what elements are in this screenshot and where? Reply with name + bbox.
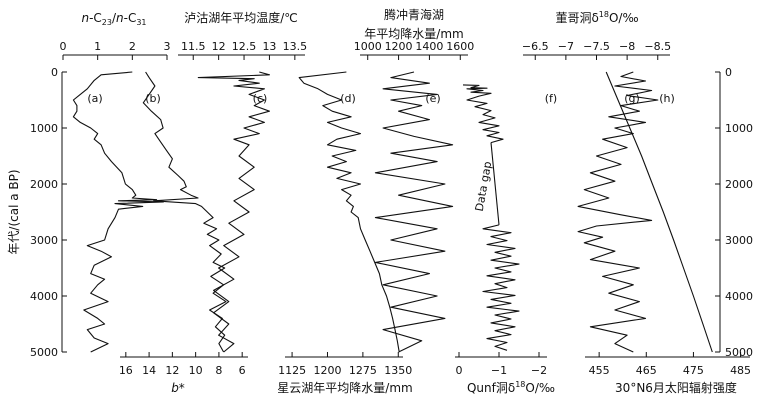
panel-b-tick-label: 6 bbox=[239, 364, 246, 377]
panel-b-tick-label: 8 bbox=[215, 364, 222, 377]
panel-b-title: b* bbox=[171, 381, 185, 395]
panel-g-tick-label: −7 bbox=[558, 40, 574, 53]
panel-e-title-line1: 腾冲青海湖 bbox=[384, 7, 444, 22]
panel-c-tick-label: 12 bbox=[212, 40, 226, 53]
panel-g-tick-label: −7.5 bbox=[583, 40, 610, 53]
panel-a-tick-label: 3 bbox=[164, 40, 171, 53]
panel-d-marker: (d) bbox=[340, 92, 356, 105]
panel-b-tick-label: 12 bbox=[165, 364, 179, 377]
panel-d-tick-label: 1275 bbox=[349, 364, 377, 377]
panel-h-tick-label: 455 bbox=[589, 364, 610, 377]
y-axis-right-tick-label: 0 bbox=[725, 66, 732, 79]
panel-g-marker: (g) bbox=[624, 92, 640, 105]
panel-a-tick-label: 0 bbox=[60, 40, 67, 53]
panel-d-title: 星云湖年平均降水量/mm bbox=[277, 380, 412, 395]
y-axis-left-tick-label: 5000 bbox=[30, 346, 58, 359]
panel-a-title: n-C23/n-C31 bbox=[81, 11, 146, 27]
panel-d-tick-label: 1200 bbox=[313, 364, 341, 377]
panel-h-tick-label: 475 bbox=[683, 364, 704, 377]
panel-c-series-line bbox=[197, 71, 270, 353]
panel-e-tick-label: 1200 bbox=[385, 40, 413, 53]
y-axis-right-tick-label: 4000 bbox=[725, 290, 753, 303]
panel-e-series-line bbox=[374, 71, 454, 353]
panel-f-marker: (f) bbox=[545, 92, 557, 105]
panel-c-tick-label: 13 bbox=[262, 40, 276, 53]
y-axis-left-tick-label: 1000 bbox=[30, 122, 58, 135]
y-axis-left-tick-label: 3000 bbox=[30, 234, 58, 247]
panel-g-series-line bbox=[577, 71, 659, 353]
panel-e-tick-label: 1400 bbox=[415, 40, 443, 53]
panel-f-gap-connector bbox=[490, 142, 500, 225]
panel-h-tick-label: 465 bbox=[636, 364, 657, 377]
panel-a-tick-label: 2 bbox=[129, 40, 136, 53]
panel-d-tick-label: 1125 bbox=[278, 364, 306, 377]
y-axis-title: 年代/(cal a BP) bbox=[7, 169, 21, 254]
panel-d-series-line bbox=[298, 71, 400, 353]
panel-f-title: Qunf洞δ18O/‰ bbox=[467, 380, 555, 395]
y-axis-right-tick-label: 2000 bbox=[725, 178, 753, 191]
panel-f-tick-label: −1 bbox=[491, 364, 507, 377]
panel-d-tick-label: 1350 bbox=[384, 364, 412, 377]
panel-c-tick-label: 12.5 bbox=[232, 40, 257, 53]
y-axis-right-tick-label: 1000 bbox=[725, 122, 753, 135]
panel-c-tick-label: 13.5 bbox=[283, 40, 308, 53]
panel-g-tick-label: −8 bbox=[619, 40, 635, 53]
panel-h-marker: (h) bbox=[659, 92, 675, 105]
panel-b-marker: (b) bbox=[145, 92, 161, 105]
panel-a-series-line bbox=[72, 71, 165, 353]
panel-e-title-line2: 年平均降水量/mm bbox=[364, 27, 463, 41]
panel-e-tick-label: 1600 bbox=[446, 40, 474, 53]
panel-f-series-line bbox=[482, 224, 520, 351]
panel-e-marker: (e) bbox=[425, 92, 440, 105]
panel-b-series-line bbox=[142, 71, 227, 353]
panel-b-tick-label: 14 bbox=[142, 364, 156, 377]
panel-c-title: 泸沽湖年平均温度/℃ bbox=[184, 10, 298, 25]
panel-h-series-line bbox=[605, 71, 713, 353]
y-axis-left-tick-label: 2000 bbox=[30, 178, 58, 191]
panel-c-tick-label: 11.5 bbox=[181, 40, 206, 53]
panel-g-tick-label: −6.5 bbox=[522, 40, 549, 53]
panel-g-title: 董哥洞δ18O/‰ bbox=[555, 10, 638, 25]
panel-h-tick-label: 485 bbox=[730, 364, 751, 377]
y-axis-right-tick-label: 3000 bbox=[725, 234, 753, 247]
data-gap-annotation: Data gap bbox=[473, 160, 495, 212]
panel-c-marker: (c) bbox=[253, 92, 268, 105]
panel-b-tick-label: 16 bbox=[119, 364, 133, 377]
y-axis-left-tick-label: 0 bbox=[51, 66, 58, 79]
y-axis-left-tick-label: 4000 bbox=[30, 290, 58, 303]
panel-g-tick-label: −8.5 bbox=[644, 40, 671, 53]
panel-e-tick-label: 1000 bbox=[354, 40, 382, 53]
panel-f-tick-label: 0 bbox=[456, 364, 463, 377]
panel-a-marker: (a) bbox=[87, 92, 102, 105]
panel-f-series-line bbox=[462, 84, 504, 144]
panel-b-tick-label: 10 bbox=[189, 364, 203, 377]
panel-f-tick-label: −2 bbox=[531, 364, 547, 377]
panel-h-title: 30°N6月太阳辐射强度 bbox=[615, 380, 737, 395]
panel-a-tick-label: 1 bbox=[94, 40, 101, 53]
y-axis-right-tick-label: 5000 bbox=[725, 346, 753, 359]
